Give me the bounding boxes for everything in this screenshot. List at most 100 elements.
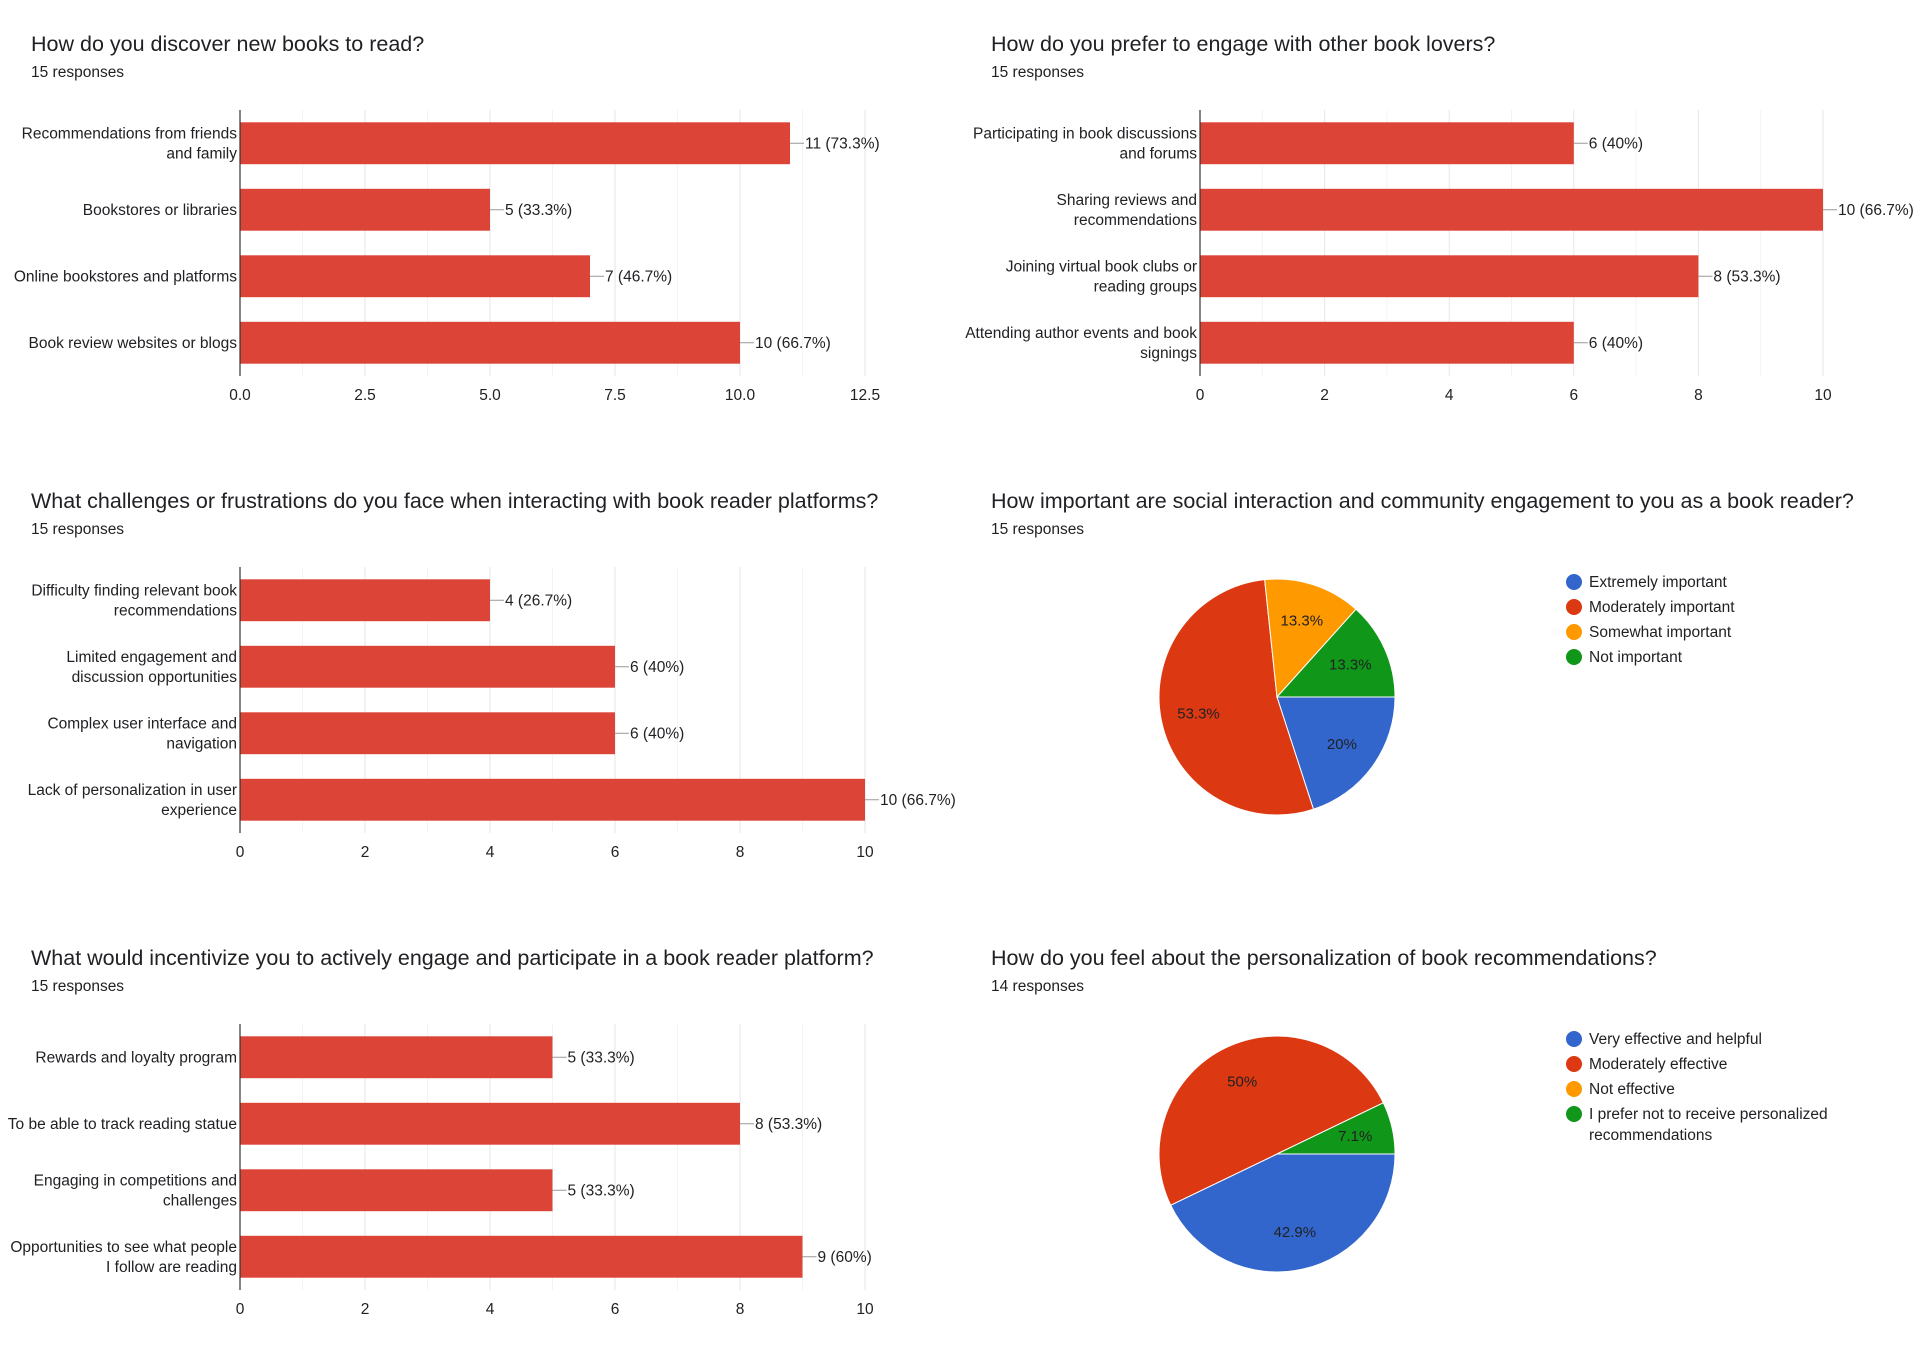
legend-marker [1566, 1031, 1582, 1047]
chart-panel-incentives: What would incentivize you to actively e… [0, 914, 960, 1371]
data-label: 5 (33.3%) [568, 1182, 635, 1199]
bar [240, 122, 790, 165]
x-tick-label: 8 [736, 844, 745, 861]
chart-panel-personalization: How do you feel about the personalizatio… [960, 914, 1920, 1371]
category-label: navigation [166, 735, 237, 752]
data-label: 6 (40%) [1589, 335, 1643, 352]
legend-label: Extremely important [1589, 574, 1728, 591]
chart-response-count: 15 responses [991, 64, 1085, 81]
bar [1200, 188, 1823, 231]
pie-slice [1158, 579, 1315, 816]
slice-percent-label: 7.1% [1338, 1128, 1372, 1145]
slice-percent-label: 50% [1227, 1074, 1257, 1091]
category-label: and forums [1119, 145, 1197, 162]
legend-label: Not important [1589, 649, 1683, 666]
pie-chart-social-importance: 20% 53.3% 13.3% 13.3% Extremely important Mod… [1158, 574, 1735, 816]
category-label: Participating in book discussions [973, 125, 1197, 142]
legend-marker [1566, 624, 1582, 640]
legend-label: Moderately effective [1589, 1056, 1727, 1073]
category-label: signings [1140, 345, 1197, 362]
category-label: Book review websites or blogs [29, 335, 238, 352]
legend-label: Somewhat important [1589, 624, 1732, 641]
legend-marker [1566, 1056, 1582, 1072]
x-tick-label: 10.0 [725, 387, 756, 404]
category-label: Online bookstores and platforms [14, 268, 237, 285]
pie-chart-personalization: 42.9% 50% 7.1% Very effective and helpful Mo… [1158, 1031, 1828, 1273]
x-tick-label: 6 [611, 1301, 620, 1318]
legend-label: Not effective [1589, 1081, 1675, 1098]
legend-marker [1566, 1106, 1582, 1122]
category-label: Difficulty finding relevant book [31, 582, 237, 599]
pie-slice [1275, 608, 1396, 698]
bar-chart-engage-book-lovers: 0 2 4 6 8 10 6 (40%) Participating in book disc… [965, 110, 1914, 404]
category-label: To be able to track reading statue [8, 1116, 237, 1133]
data-label: 8 (53.3%) [1713, 268, 1780, 285]
legend-label: Very effective and helpful [1589, 1031, 1762, 1048]
x-tick-label: 12.5 [850, 387, 880, 404]
pie-slice [1170, 1153, 1396, 1273]
bar [240, 579, 490, 622]
x-tick-label: 10 [856, 1301, 874, 1318]
legend-marker [1566, 649, 1582, 665]
chart-response-count: 15 responses [31, 521, 125, 538]
chart-panel-challenges: What challenges or frustrations do you f… [0, 457, 960, 914]
bar [240, 1169, 553, 1212]
chart-panel-social-importance: How important are social interaction and… [960, 457, 1920, 914]
bar [240, 321, 740, 364]
bar [1200, 255, 1699, 298]
bar [1200, 321, 1574, 364]
data-label: 8 (53.3%) [755, 1116, 822, 1133]
chart-title: What would incentivize you to actively e… [31, 946, 874, 970]
category-label: Engaging in competitions and [34, 1172, 237, 1189]
x-tick-label: 0 [1196, 387, 1205, 404]
bar [1200, 122, 1574, 165]
chart-panel-engage-book-lovers: How do you prefer to engage with other b… [960, 0, 1920, 457]
category-label: I follow are reading [106, 1259, 237, 1276]
category-label: Opportunities to see what people [10, 1239, 237, 1256]
x-tick-label: 2.5 [354, 387, 376, 404]
chart-title: How do you prefer to engage with other b… [991, 32, 1496, 56]
pie-slice [1276, 1102, 1396, 1155]
category-label: Sharing reviews and [1057, 192, 1197, 209]
x-tick-label: 8 [1694, 387, 1703, 404]
category-label: Attending author events and book [965, 325, 1197, 342]
data-label: 6 (40%) [630, 725, 684, 742]
chart-response-count: 15 responses [31, 978, 125, 995]
slice-percent-label: 20% [1327, 736, 1357, 753]
data-label: 5 (33.3%) [568, 1049, 635, 1066]
x-tick-label: 0 [236, 844, 245, 861]
data-label: 9 (60%) [818, 1249, 872, 1266]
slice-percent-label: 13.3% [1281, 613, 1324, 630]
x-tick-label: 6 [1569, 387, 1578, 404]
category-label: reading groups [1094, 278, 1198, 295]
chart-response-count: 15 responses [31, 64, 125, 81]
category-label: Lack of personalization in user [28, 782, 237, 799]
data-label: 10 (66.7%) [1838, 202, 1914, 219]
data-label: 7 (46.7%) [605, 268, 672, 285]
bar [240, 778, 865, 821]
x-tick-label: 10 [856, 844, 874, 861]
data-label: 11 (73.3%) [805, 135, 880, 152]
chart-response-count: 15 responses [991, 521, 1085, 538]
data-label: 10 (66.7%) [880, 792, 956, 809]
category-label: Limited engagement and [66, 649, 237, 666]
category-label: recommendations [114, 602, 237, 619]
legend-label: Moderately important [1589, 599, 1735, 616]
chart-title: How important are social interaction and… [991, 489, 1854, 513]
bar [240, 645, 615, 688]
bar [240, 255, 590, 298]
bar-chart-discover-books: 0.0 2.5 5.0 7.5 10.0 12.5 11 (73.3%) Recommenda… [14, 110, 880, 404]
pie-slice [1276, 696, 1396, 810]
x-tick-label: 8 [736, 1301, 745, 1318]
data-label: 4 (26.7%) [505, 592, 572, 609]
category-label: Recommendations from friends [22, 125, 238, 142]
x-tick-label: 10 [1814, 387, 1832, 404]
x-tick-label: 5.0 [479, 387, 501, 404]
category-label: and family [166, 145, 237, 162]
category-label: recommendations [1074, 212, 1197, 229]
bar [240, 1235, 803, 1278]
data-label: 6 (40%) [630, 659, 684, 676]
bar [240, 188, 490, 231]
category-label: Bookstores or libraries [83, 202, 237, 219]
x-tick-label: 2 [1320, 387, 1329, 404]
